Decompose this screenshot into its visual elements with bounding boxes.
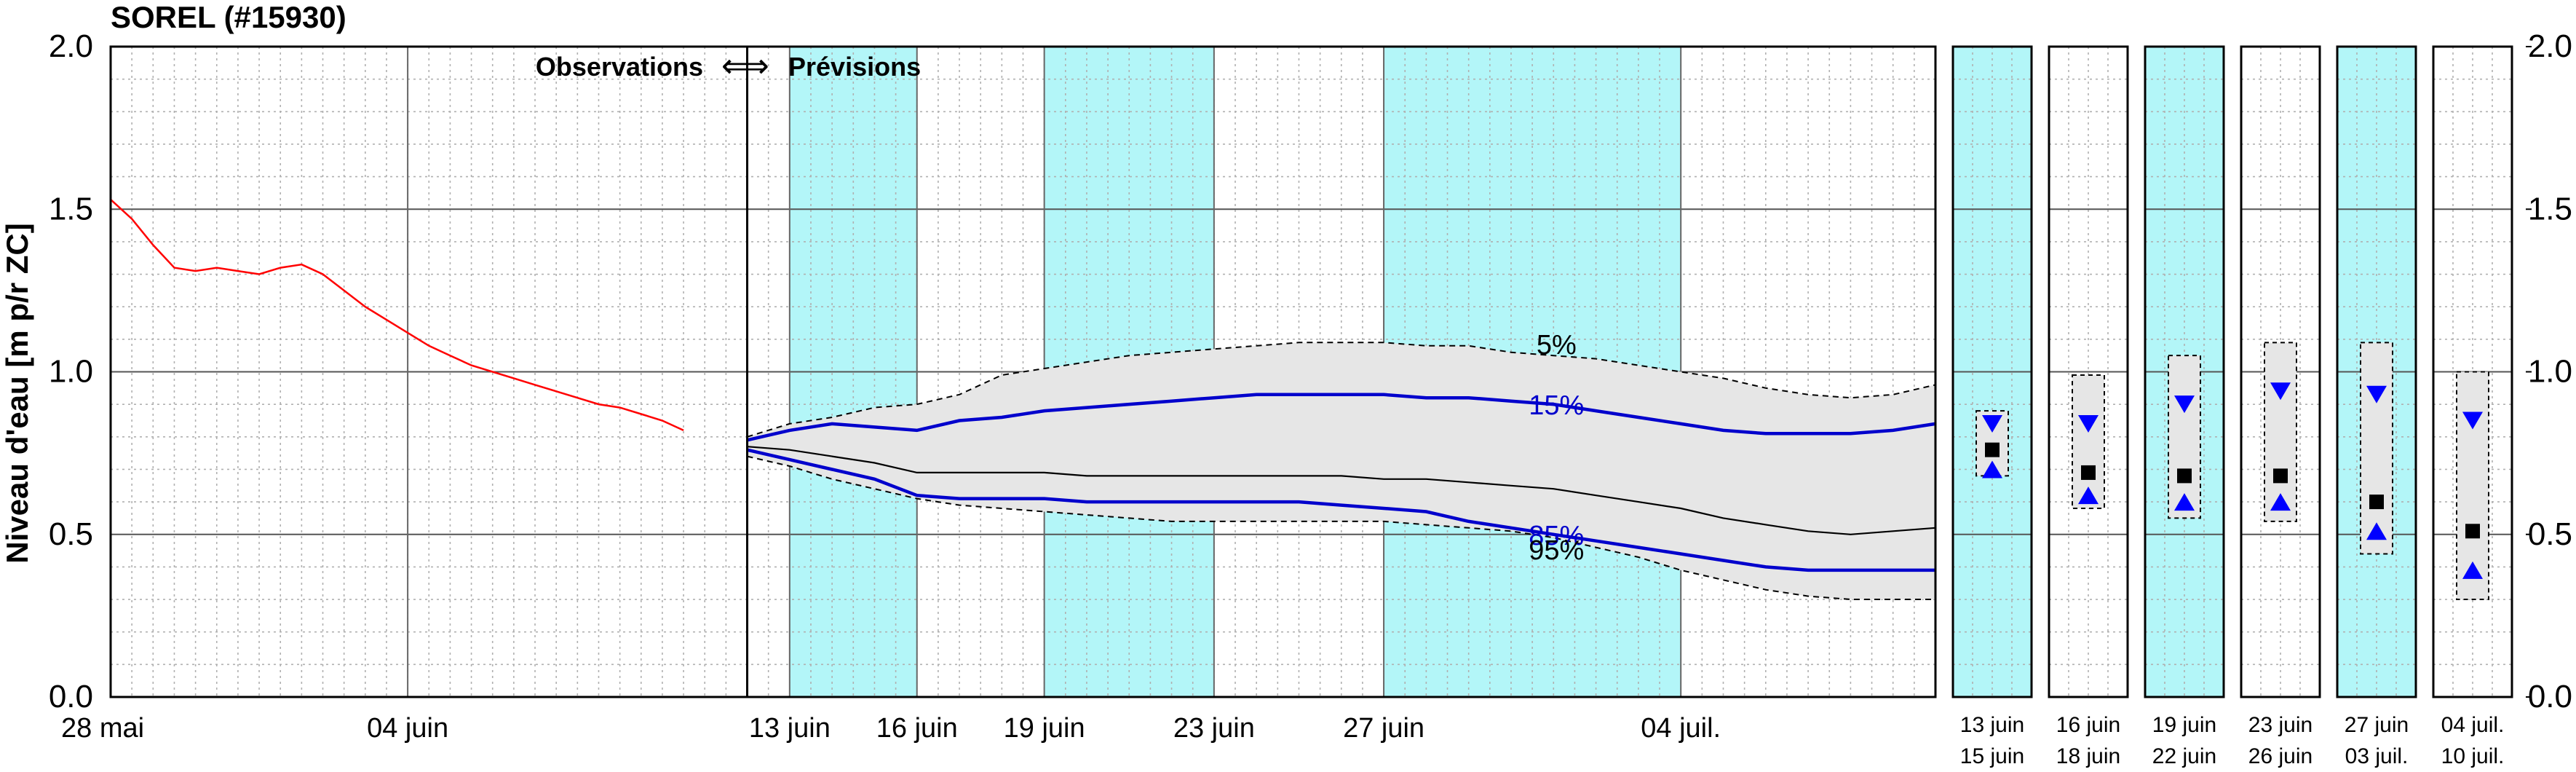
panel-upper-marker bbox=[2462, 411, 2483, 430]
panel-median-marker bbox=[1985, 442, 2000, 457]
panel-label-end: 10 juil. bbox=[2441, 744, 2505, 768]
y-tick-label: 1.0 bbox=[49, 354, 93, 390]
y-tick-label: 0.0 bbox=[49, 679, 93, 714]
y-tick-label: 2.0 bbox=[49, 28, 93, 64]
y-tick-label: 1.5 bbox=[49, 191, 93, 227]
forecast-envelope bbox=[747, 342, 1935, 600]
annotation-arrow: ⟺ bbox=[721, 47, 769, 84]
percentile-label: 95% bbox=[1529, 535, 1584, 566]
main-plot: 5% 15% 85%95% 0.0 0.5 1.0 1.5 2.0 28 mai 04 juin 1… bbox=[49, 28, 1937, 744]
panel-median-marker bbox=[2177, 468, 2192, 484]
right-y-axis: 0.0 0.5 1.0 1.5 2.0 bbox=[2526, 28, 2572, 714]
percentile-label: 85% bbox=[1529, 521, 1584, 551]
panel-range-box bbox=[2360, 342, 2393, 555]
panel-frame bbox=[2144, 45, 2225, 698]
panel-lower-marker bbox=[2462, 561, 2483, 579]
annotation-observations: Observations bbox=[536, 52, 703, 82]
x-tick-label: 04 juil. bbox=[1641, 713, 1721, 744]
panel-upper-marker bbox=[1982, 414, 2002, 433]
panel-upper-marker bbox=[2174, 395, 2195, 414]
panel-range-box bbox=[2072, 374, 2105, 510]
panel-lower-marker bbox=[2270, 493, 2291, 511]
forecast-line-95pct bbox=[747, 455, 1935, 600]
x-tick-label: 28 mai bbox=[61, 713, 144, 744]
percentile-label: 5% bbox=[1537, 330, 1577, 361]
right-y-tick-label: 0.5 bbox=[2528, 516, 2572, 552]
panel-label-start: 16 juin bbox=[2056, 713, 2120, 737]
right-y-tick-label: 0.0 bbox=[2528, 679, 2572, 714]
panel-median-marker bbox=[2273, 468, 2288, 484]
panel-minor-grid bbox=[1953, 47, 2032, 697]
panel-label-end: 22 juin bbox=[2152, 744, 2216, 768]
panel-label-start: 27 juin bbox=[2345, 713, 2409, 737]
panel-range-box bbox=[2168, 355, 2201, 519]
panel-lower-marker bbox=[2078, 487, 2099, 505]
x-tick-label: 16 juin bbox=[876, 713, 958, 744]
summary-panel-2: 19 juin 22 juin bbox=[2144, 45, 2225, 768]
x-tick-label: 19 juin bbox=[1004, 713, 1085, 744]
summary-panel-1: 16 juin 18 juin bbox=[2048, 45, 2129, 768]
forecast-line-median bbox=[747, 446, 1936, 535]
panel-median-marker bbox=[2465, 524, 2480, 539]
panel-median-marker bbox=[2081, 465, 2096, 480]
panel-median-marker bbox=[2369, 495, 2384, 510]
right-y-tick-label: 1.5 bbox=[2528, 191, 2572, 227]
y-axis-label: Niveau d'eau [m p/r ZC] bbox=[0, 223, 34, 563]
chart-title: SOREL (#15930) bbox=[111, 0, 346, 34]
summary-panel-0: 13 juin 15 juin bbox=[1951, 45, 2033, 768]
plot-frame bbox=[109, 45, 1937, 698]
observed-line bbox=[110, 198, 684, 432]
annotation-previsions: Prévisions bbox=[788, 52, 921, 82]
panel-upper-marker bbox=[2270, 382, 2291, 401]
forecast-line-85pct bbox=[746, 448, 1935, 572]
panel-frame bbox=[2240, 45, 2321, 698]
summary-panels: 13 juin 15 juin 16 juin 18 juin 19 juin 22 ju… bbox=[1951, 45, 2513, 768]
summary-panel-3: 23 juin 26 juin bbox=[2240, 45, 2321, 768]
x-tick-label: 04 juin bbox=[367, 713, 448, 744]
panel-label-start: 04 juil. bbox=[2441, 713, 2505, 737]
right-y-tick-label: 2.0 bbox=[2528, 28, 2572, 64]
percentile-label: 15% bbox=[1529, 390, 1584, 421]
panel-label-end: 26 juin bbox=[2248, 744, 2313, 768]
panel-label-end: 03 juil. bbox=[2345, 744, 2409, 768]
x-tick-label: 13 juin bbox=[749, 713, 831, 744]
panel-frame bbox=[1951, 45, 2033, 698]
summary-panel-4: 27 juin 03 juil. bbox=[2336, 45, 2417, 768]
panel-upper-marker bbox=[2366, 385, 2387, 403]
forecast-line-15pct bbox=[746, 393, 1936, 442]
summary-panel-5: 04 juil. 10 juil. bbox=[2432, 45, 2513, 768]
panel-frame bbox=[2336, 45, 2417, 698]
panel-minor-grid bbox=[2049, 47, 2128, 697]
panel-frame bbox=[2048, 45, 2129, 698]
panel-label-start: 23 juin bbox=[2248, 713, 2313, 737]
panel-label-start: 13 juin bbox=[1960, 713, 2024, 737]
x-tick-label: 23 juin bbox=[1173, 713, 1255, 744]
panel-lower-marker bbox=[2366, 522, 2387, 540]
panel-label-start: 19 juin bbox=[2152, 713, 2216, 737]
y-tick-label: 0.5 bbox=[49, 516, 93, 552]
panel-lower-marker bbox=[1982, 460, 2002, 478]
forecast-line-5pct bbox=[747, 342, 1936, 438]
panel-upper-marker bbox=[2078, 414, 2099, 433]
panel-range-box bbox=[2264, 342, 2297, 522]
x-tick-label: 27 juin bbox=[1343, 713, 1424, 744]
panel-frame bbox=[2432, 45, 2513, 698]
right-y-tick-label: 1.0 bbox=[2528, 354, 2572, 390]
panel-label-end: 18 juin bbox=[2056, 744, 2120, 768]
panel-lower-marker bbox=[2174, 493, 2195, 511]
panel-label-end: 15 juin bbox=[1960, 744, 2024, 768]
